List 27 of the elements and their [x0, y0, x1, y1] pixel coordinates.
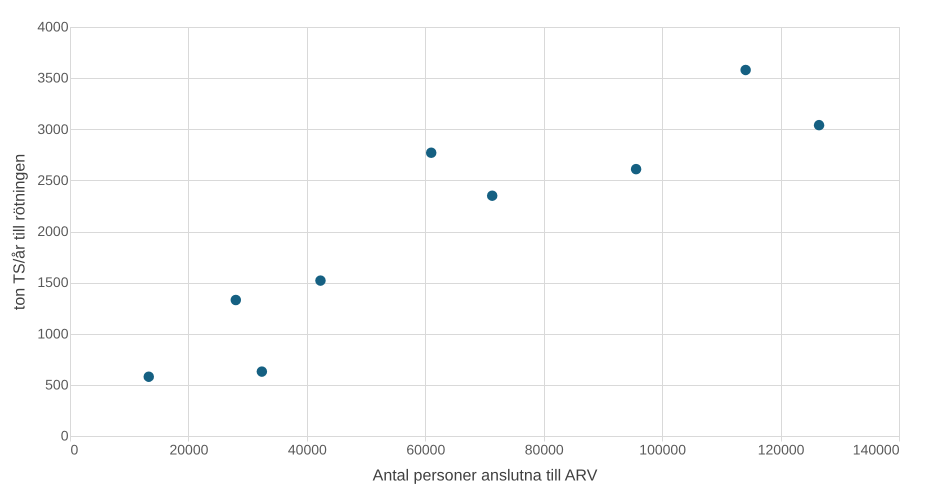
x-tick-label: 40000 [288, 442, 328, 458]
x-tick-label: 20000 [169, 442, 209, 458]
point [426, 148, 436, 158]
x-axis-title: Antal personer anslutna till ARV [372, 468, 598, 484]
point [630, 164, 642, 174]
x-tick-label: 80000 [524, 442, 564, 458]
point [740, 64, 751, 76]
point [256, 366, 268, 377]
y-tick-label: 4000 [37, 18, 69, 34]
y-tick-label: 3500 [37, 70, 69, 86]
point [486, 190, 498, 201]
x-tick-label: 100000 [639, 442, 686, 458]
y-tick-label: 1500 [37, 274, 69, 290]
y-axis-title: ton TS/år till rötningen [11, 154, 28, 310]
y-tick-label: 1000 [37, 325, 69, 342]
y-tick-label: 0 [60, 428, 69, 444]
point [315, 275, 326, 286]
point [144, 371, 154, 382]
point [814, 120, 824, 130]
x-tick-label: 140000 [852, 442, 900, 458]
y-tick-label: 500 [45, 376, 69, 392]
x-tick-label: 60000 [406, 442, 446, 458]
y-tick-label: 2500 [37, 172, 69, 188]
y-tick-label: 3000 [37, 120, 69, 137]
y-tick-label: 2000 [37, 223, 69, 239]
point [230, 294, 242, 306]
x-tick-label: 120000 [758, 442, 805, 458]
